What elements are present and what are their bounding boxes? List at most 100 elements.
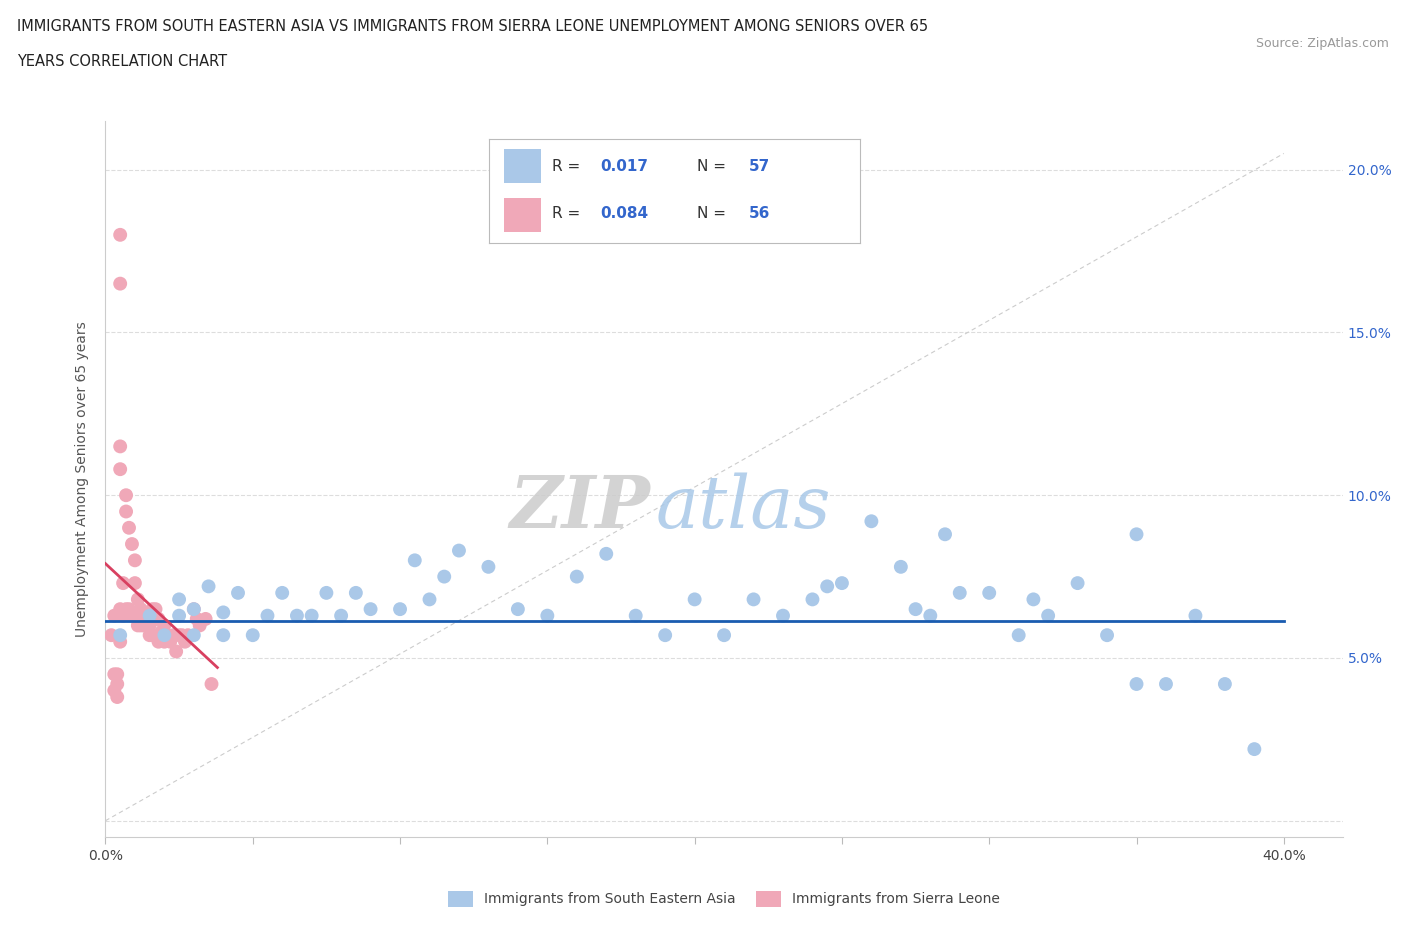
Point	[129, 618, 152, 633]
Point	[1184, 608, 1206, 623]
Point	[979, 586, 1001, 601]
Point	[138, 628, 160, 643]
Text: IMMIGRANTS FROM SOUTH EASTERN ASIA VS IMMIGRANTS FROM SIERRA LEONE UNEMPLOYMENT : IMMIGRANTS FROM SOUTH EASTERN ASIA VS IM…	[17, 19, 928, 33]
Point	[1095, 628, 1118, 643]
Point	[1125, 677, 1147, 692]
Point	[124, 576, 146, 591]
Point	[1213, 677, 1236, 692]
Point	[112, 576, 135, 591]
Point	[389, 602, 412, 617]
Point	[404, 552, 426, 567]
Point	[132, 608, 155, 623]
Point	[183, 602, 205, 617]
Point	[108, 462, 131, 477]
Point	[105, 677, 128, 692]
Point	[1243, 742, 1265, 757]
Point	[142, 628, 165, 643]
Point	[167, 608, 190, 623]
Point	[1125, 526, 1147, 541]
Point	[713, 628, 735, 643]
Point	[285, 608, 308, 623]
Point	[683, 591, 706, 606]
Text: N =: N =	[697, 159, 731, 174]
Text: 0.017: 0.017	[600, 159, 648, 174]
Point	[1066, 576, 1088, 591]
Point	[194, 612, 217, 627]
Point	[148, 612, 170, 627]
Point	[506, 602, 529, 617]
Point	[815, 578, 838, 594]
Point	[132, 618, 155, 633]
Text: ZIP: ZIP	[509, 472, 650, 543]
Point	[127, 618, 149, 633]
Point	[105, 667, 128, 682]
Point	[138, 608, 160, 623]
Point	[115, 487, 138, 502]
Point	[654, 628, 676, 643]
Point	[904, 602, 927, 617]
Point	[197, 578, 219, 594]
Point	[121, 537, 143, 551]
Point	[174, 634, 197, 649]
Y-axis label: Unemployment Among Seniors over 65 years: Unemployment Among Seniors over 65 years	[76, 321, 90, 637]
Point	[565, 569, 588, 584]
Point	[108, 439, 131, 454]
Point	[920, 608, 942, 623]
Point	[433, 569, 456, 584]
Point	[212, 605, 235, 620]
Point	[447, 543, 470, 558]
Point	[100, 628, 122, 643]
Point	[477, 559, 499, 574]
Point	[170, 628, 193, 643]
Point	[108, 628, 131, 643]
Point	[135, 618, 157, 633]
Point	[103, 667, 125, 682]
Point	[183, 602, 205, 617]
Point	[103, 608, 125, 623]
Point	[142, 602, 165, 617]
Text: R =: R =	[553, 206, 585, 221]
Point	[226, 586, 249, 601]
Point	[772, 608, 794, 623]
Point	[165, 644, 187, 658]
Point	[860, 513, 883, 528]
Point	[742, 591, 765, 606]
Point	[145, 602, 167, 617]
Point	[418, 591, 440, 606]
Point	[127, 591, 149, 606]
Point	[624, 608, 647, 623]
Point	[831, 576, 853, 591]
Point	[167, 628, 190, 643]
Text: 57: 57	[749, 159, 770, 174]
Point	[108, 228, 131, 243]
Point	[200, 677, 222, 692]
Text: Source: ZipAtlas.com: Source: ZipAtlas.com	[1256, 37, 1389, 50]
Point	[124, 608, 146, 623]
Point	[801, 591, 824, 606]
Point	[595, 547, 617, 562]
Point	[118, 602, 141, 617]
FancyBboxPatch shape	[503, 198, 541, 232]
Point	[115, 602, 138, 617]
Point	[186, 612, 208, 627]
FancyBboxPatch shape	[503, 149, 541, 183]
Point	[153, 618, 176, 633]
Text: R =: R =	[553, 159, 585, 174]
Point	[145, 612, 167, 627]
Point	[212, 628, 235, 643]
Point	[344, 586, 367, 601]
Point	[118, 521, 141, 536]
Point	[271, 586, 294, 601]
Point	[301, 608, 323, 623]
Point	[183, 628, 205, 643]
Point	[177, 628, 200, 643]
Point	[162, 628, 184, 643]
Point	[108, 602, 131, 617]
Point	[138, 618, 160, 633]
Point	[156, 628, 179, 643]
Point	[115, 504, 138, 519]
Point	[153, 628, 176, 643]
Point	[159, 634, 181, 649]
Point	[536, 608, 558, 623]
Point	[1008, 628, 1031, 643]
